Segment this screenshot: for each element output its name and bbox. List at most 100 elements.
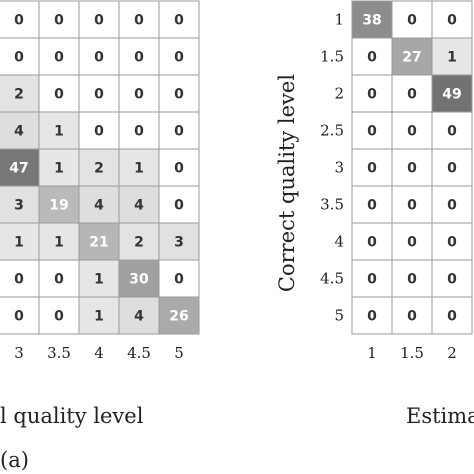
right-y-tick-label: 2.5	[320, 122, 344, 140]
left-cell-value: 0	[94, 124, 104, 140]
left-cell-value: 2	[134, 235, 144, 251]
right-cell	[351, 259, 393, 298]
right-cell	[391, 296, 433, 335]
right-cell-value: 0	[447, 272, 457, 288]
left-cell-value: 0	[14, 309, 24, 325]
left-cell	[118, 37, 160, 76]
right-cell-value: 0	[367, 235, 377, 251]
right-cell-value: 0	[367, 161, 377, 177]
right-cell-value: 27	[402, 50, 421, 66]
left-cell-value: 1	[94, 309, 104, 325]
left-x-axis-label: l quality level	[0, 404, 144, 428]
left-cell	[78, 148, 120, 187]
right-cell-value: 0	[367, 272, 377, 288]
left-cell	[38, 259, 80, 298]
left-cell	[0, 185, 40, 224]
right-cell	[391, 185, 433, 224]
left-cell-value: 0	[54, 272, 64, 288]
confusion-matrix-right: 38 0 0 0 27 1 0 0 49 0 0 0 0 0 0 0 0 0 0 0 0 0 0 0 0 0 0 1 1.5 2 1 1.5 2…	[320, 0, 473, 362]
left-x-tick-label: 5	[174, 344, 184, 362]
right-cell	[431, 296, 473, 335]
left-cell	[158, 222, 200, 261]
left-cell-value: 1	[54, 124, 64, 140]
right-cell-value: 0	[447, 198, 457, 214]
right-x-tick-label: 2	[447, 344, 457, 362]
left-cell	[158, 111, 200, 150]
left-cell	[118, 111, 160, 150]
right-cell-value: 0	[447, 309, 457, 325]
left-cell-value: 1	[94, 272, 104, 288]
left-cell-value: 0	[174, 124, 184, 140]
left-cell-value: 4	[94, 198, 104, 214]
left-cell	[78, 37, 120, 76]
left-x-tick-label: 3	[14, 344, 24, 362]
left-cell-value: 0	[94, 50, 104, 66]
right-y-tick-label: 5	[334, 307, 344, 325]
right-cell-value: 0	[407, 124, 417, 140]
left-cell	[118, 259, 160, 298]
left-cell	[38, 296, 80, 335]
left-cell	[78, 259, 120, 298]
left-cell-value: 19	[49, 198, 68, 214]
left-cell	[0, 111, 40, 150]
right-cell	[431, 259, 473, 298]
left-cell	[158, 0, 200, 39]
right-cell-value: 0	[447, 235, 457, 251]
right-y-tick-label: 4.5	[320, 270, 344, 288]
right-cell-value: 0	[407, 198, 417, 214]
left-cell	[158, 296, 200, 335]
right-cell-value: 0	[367, 50, 377, 66]
right-cell-value: 0	[367, 309, 377, 325]
confusion-matrix-left: 0 0 0 0 00 0 0 0 02 0 0 0 04 1 0 0 047 1 2 1 03 19 4 4 01 1 21 2 30 0…	[0, 0, 200, 362]
right-cell-value: 1	[447, 50, 457, 66]
right-cell	[391, 259, 433, 298]
left-cell	[0, 222, 40, 261]
left-cell-value: 30	[129, 272, 149, 288]
right-cell	[431, 222, 473, 261]
left-cell-value: 0	[14, 13, 24, 29]
left-cell-value: 4	[134, 309, 144, 325]
left-cell	[78, 111, 120, 150]
panel-label: (a)	[0, 448, 29, 472]
right-cell-value: 0	[407, 309, 417, 325]
right-cell-value: 0	[367, 87, 377, 103]
right-cell	[431, 111, 473, 150]
left-cell-value: 2	[14, 87, 24, 103]
right-cell	[431, 74, 473, 113]
left-x-tick-label: 4.5	[127, 344, 151, 362]
left-cell-value: 0	[174, 198, 184, 214]
right-y-tick-label: 1.5	[320, 48, 344, 66]
left-cell-value: 0	[134, 124, 144, 140]
left-cell-value: 0	[134, 87, 144, 103]
right-y-tick-label: 2	[334, 85, 344, 103]
right-cell	[391, 111, 433, 150]
left-cell-value: 47	[9, 161, 28, 177]
left-cell-value: 1	[14, 235, 24, 251]
left-cell-value: 26	[169, 309, 188, 325]
left-cell-value: 21	[89, 235, 108, 251]
left-cell-value: 0	[54, 50, 64, 66]
left-cell	[158, 37, 200, 76]
right-cell-value: 0	[407, 235, 417, 251]
left-cell-value: 0	[54, 309, 64, 325]
right-y-tick-label: 3.5	[320, 196, 344, 214]
left-cell-value: 1	[54, 161, 64, 177]
right-cell-value: 0	[447, 161, 457, 177]
left-x-tick-label: 4	[94, 344, 104, 362]
right-x-tick-label: 1	[367, 344, 377, 362]
right-cell-value: 38	[362, 13, 381, 29]
right-cell	[351, 74, 393, 113]
right-cell	[351, 111, 393, 150]
left-cell	[78, 296, 120, 335]
left-cell-value: 0	[134, 50, 144, 66]
left-cell-value: 1	[54, 235, 64, 251]
left-cell	[78, 74, 120, 113]
right-cell-value: 0	[407, 161, 417, 177]
right-cell	[391, 222, 433, 261]
left-cell	[38, 111, 80, 150]
left-cell	[158, 259, 200, 298]
left-cell	[38, 74, 80, 113]
right-cell	[351, 185, 393, 224]
left-cell-value: 1	[134, 161, 144, 177]
